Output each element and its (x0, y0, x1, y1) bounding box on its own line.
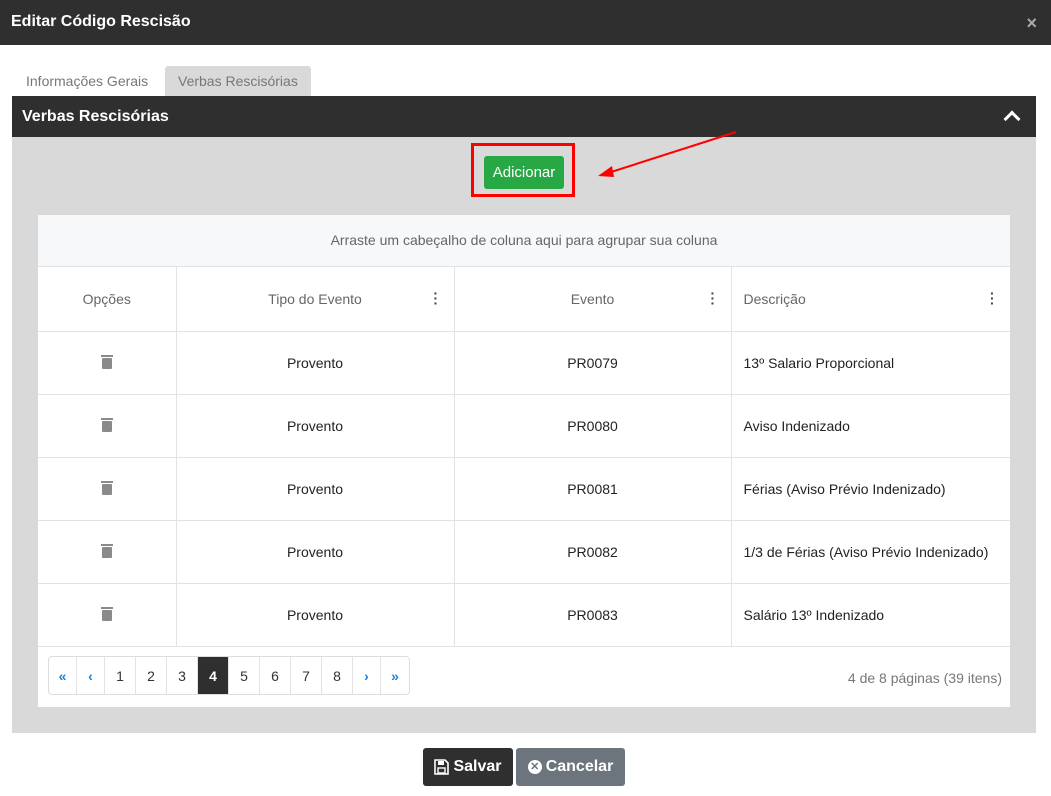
tab-verbas-rescisorias[interactable]: Verbas Rescisórias (165, 66, 311, 96)
panel-header[interactable]: Verbas Rescisórias (12, 96, 1036, 137)
page-2[interactable]: 2 (136, 657, 167, 694)
page-4-current[interactable]: 4 (198, 657, 229, 694)
dialog-title: Editar Código Rescisão (11, 13, 191, 30)
trash-icon[interactable] (100, 417, 113, 432)
pagination: « ‹ 1 2 3 4 5 6 7 8 › » (48, 656, 410, 695)
trash-icon[interactable] (100, 354, 113, 369)
last-page-button[interactable]: » (391, 668, 399, 684)
tab-informacoes-gerais[interactable]: Informações Gerais (26, 73, 149, 89)
next-page-button[interactable]: › (353, 657, 381, 694)
page-1[interactable]: 1 (105, 657, 136, 694)
column-menu-icon[interactable]: · · · (433, 285, 439, 311)
save-button[interactable]: Salvar (423, 748, 513, 786)
prev-page-button[interactable]: ‹ (77, 657, 105, 694)
page-3[interactable]: 3 (167, 657, 198, 694)
floppy-disk-icon (434, 759, 450, 775)
highlight-box (471, 143, 575, 197)
table-row: Provento PR0081 Férias (Aviso Prévio Inden… (38, 457, 1010, 521)
add-button[interactable]: Adicionar (484, 156, 564, 189)
table-row: Provento PR0079 13º Salario Proporcional (38, 331, 1010, 395)
close-circle-icon: ✕ (527, 760, 542, 774)
annotation-arrow (598, 131, 737, 177)
data-grid: Arraste um cabeçalho de coluna aqui para… (38, 215, 1010, 707)
group-panel[interactable]: Arraste um cabeçalho de coluna aqui para… (38, 215, 1010, 267)
column-menu-icon[interactable]: · · · (990, 285, 995, 311)
column-header-descricao[interactable]: Descrição · · · (731, 267, 1010, 332)
column-header-evento[interactable]: Evento · · · (454, 267, 732, 332)
panel-title: Verbas Rescisórias (22, 108, 169, 125)
column-header-opcoes: Opções (38, 267, 177, 332)
column-header-tipo[interactable]: Tipo do Evento · · · (176, 267, 455, 332)
trash-icon[interactable] (100, 480, 113, 495)
table-row: Provento PR0083 Salário 13º Indenizado (38, 583, 1010, 647)
first-page-button[interactable]: « (49, 657, 77, 694)
page-6[interactable]: 6 (260, 657, 291, 694)
close-icon[interactable]: × (1026, 13, 1037, 33)
page-5[interactable]: 5 (229, 657, 260, 694)
table-row: Provento PR0080 Aviso Indenizado (38, 394, 1010, 458)
page-7[interactable]: 7 (291, 657, 322, 694)
verbas-panel: Verbas Rescisórias Adicionar Arraste um … (12, 96, 1036, 733)
dialog-header: Editar Código Rescisão × (0, 0, 1051, 45)
column-menu-icon[interactable]: · · · (710, 285, 716, 311)
pager-info: 4 de 8 páginas (39 itens) (847, 670, 1002, 686)
trash-icon[interactable] (100, 543, 113, 558)
trash-icon[interactable] (100, 606, 113, 621)
cancel-button[interactable]: ✕ Cancelar (516, 748, 625, 786)
page-8[interactable]: 8 (322, 657, 353, 694)
table-row: Provento PR0082 1/3 de Férias (Aviso Prévi… (38, 520, 1010, 584)
